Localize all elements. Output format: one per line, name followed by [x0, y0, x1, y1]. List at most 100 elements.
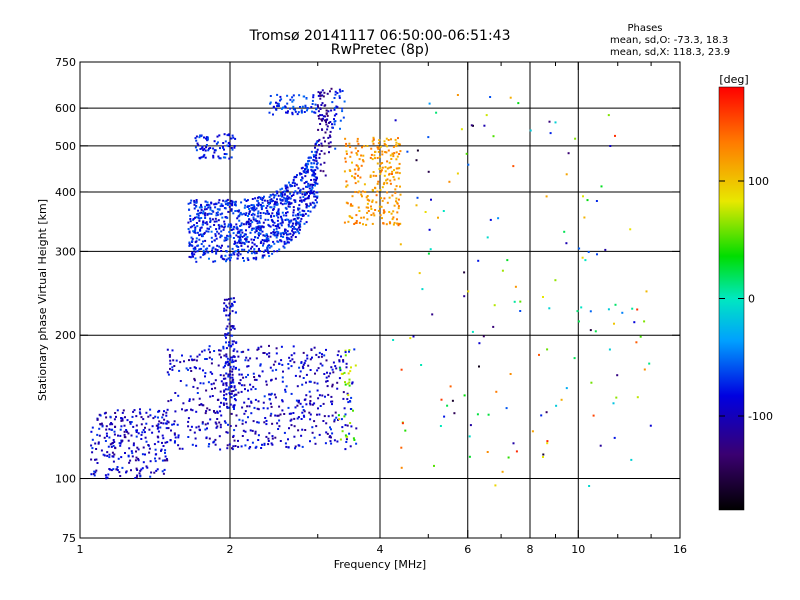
data-point: [232, 404, 235, 407]
data-point: [206, 201, 209, 204]
data-point: [202, 212, 204, 215]
data-point: [388, 172, 391, 175]
data-point: [257, 348, 260, 350]
data-point: [142, 429, 145, 431]
data-point: [316, 201, 318, 204]
data-point: [137, 448, 140, 451]
data-point: [263, 240, 266, 243]
data-point: [285, 445, 288, 448]
data-point: [157, 426, 160, 429]
data-point: [327, 393, 330, 396]
data-point: [306, 107, 309, 110]
data-point: [270, 405, 273, 408]
data-point: [289, 220, 292, 223]
data-point: [393, 169, 395, 172]
data-point: [290, 412, 293, 415]
data-point: [223, 226, 226, 229]
data-point: [286, 189, 289, 192]
data-point: [268, 355, 271, 358]
data-point: [165, 458, 168, 460]
data-point: [227, 225, 230, 228]
data-point: [135, 450, 137, 453]
data-point: [281, 399, 284, 402]
data-point: [266, 240, 269, 243]
data-point: [267, 218, 270, 221]
data-point: [287, 223, 290, 226]
data-point: [257, 202, 260, 205]
data-point: [267, 202, 270, 204]
data-point: [270, 198, 273, 201]
data-point: [250, 213, 253, 216]
data-point: [173, 420, 176, 423]
data-point: [257, 421, 260, 424]
data-point: [245, 200, 248, 202]
data-point: [139, 408, 141, 411]
data-point: [242, 350, 245, 353]
data-point: [635, 341, 638, 344]
data-point: [292, 209, 295, 212]
data-point: [291, 224, 294, 227]
data-point: [341, 430, 344, 433]
data-point: [192, 385, 195, 388]
data-point: [203, 147, 206, 150]
data-point: [325, 112, 328, 115]
data-point: [298, 366, 301, 369]
data-point: [395, 141, 398, 144]
data-point: [112, 444, 115, 447]
data-point: [225, 260, 227, 263]
data-point: [350, 151, 353, 154]
data-point: [322, 115, 325, 118]
data-point: [379, 145, 382, 148]
data-point: [355, 220, 358, 222]
data-point: [299, 196, 302, 199]
data-point: [397, 207, 400, 210]
data-point: [263, 195, 265, 198]
data-point: [237, 248, 240, 251]
data-point: [257, 400, 260, 403]
data-point: [330, 428, 332, 431]
data-point: [393, 221, 396, 224]
data-point: [225, 258, 228, 261]
data-point: [205, 389, 208, 392]
data-point: [519, 300, 522, 303]
data-point: [416, 196, 419, 199]
data-point: [614, 134, 616, 137]
data-point: [204, 372, 207, 375]
data-point: [193, 203, 196, 206]
data-point: [469, 424, 472, 427]
data-point: [265, 383, 268, 386]
data-point: [307, 364, 310, 367]
data-point: [280, 235, 283, 238]
data-point: [323, 354, 326, 357]
data-point: [293, 352, 296, 355]
data-point: [234, 210, 237, 212]
data-point: [336, 354, 339, 357]
data-point: [329, 130, 332, 133]
data-point: [275, 236, 278, 239]
data-point: [127, 454, 130, 457]
data-point: [266, 249, 269, 252]
data-point: [219, 374, 222, 377]
data-point: [613, 436, 616, 439]
data-point: [348, 384, 351, 387]
data-point: [337, 418, 339, 421]
data-point: [269, 202, 271, 205]
data-point: [250, 219, 252, 222]
data-point: [339, 90, 342, 93]
data-point: [280, 199, 283, 202]
data-point: [275, 230, 278, 233]
data-point: [134, 477, 137, 479]
data-point: [262, 204, 265, 207]
data-point: [98, 434, 101, 437]
data-point: [216, 211, 219, 214]
data-point: [330, 400, 333, 403]
data-point: [343, 170, 346, 173]
data-point: [215, 220, 218, 223]
data-point: [223, 239, 226, 242]
data-point: [293, 226, 296, 229]
data-point: [244, 238, 247, 241]
data-point: [372, 212, 375, 215]
data-point: [110, 469, 113, 472]
data-point: [396, 211, 399, 214]
data-point: [106, 451, 109, 454]
